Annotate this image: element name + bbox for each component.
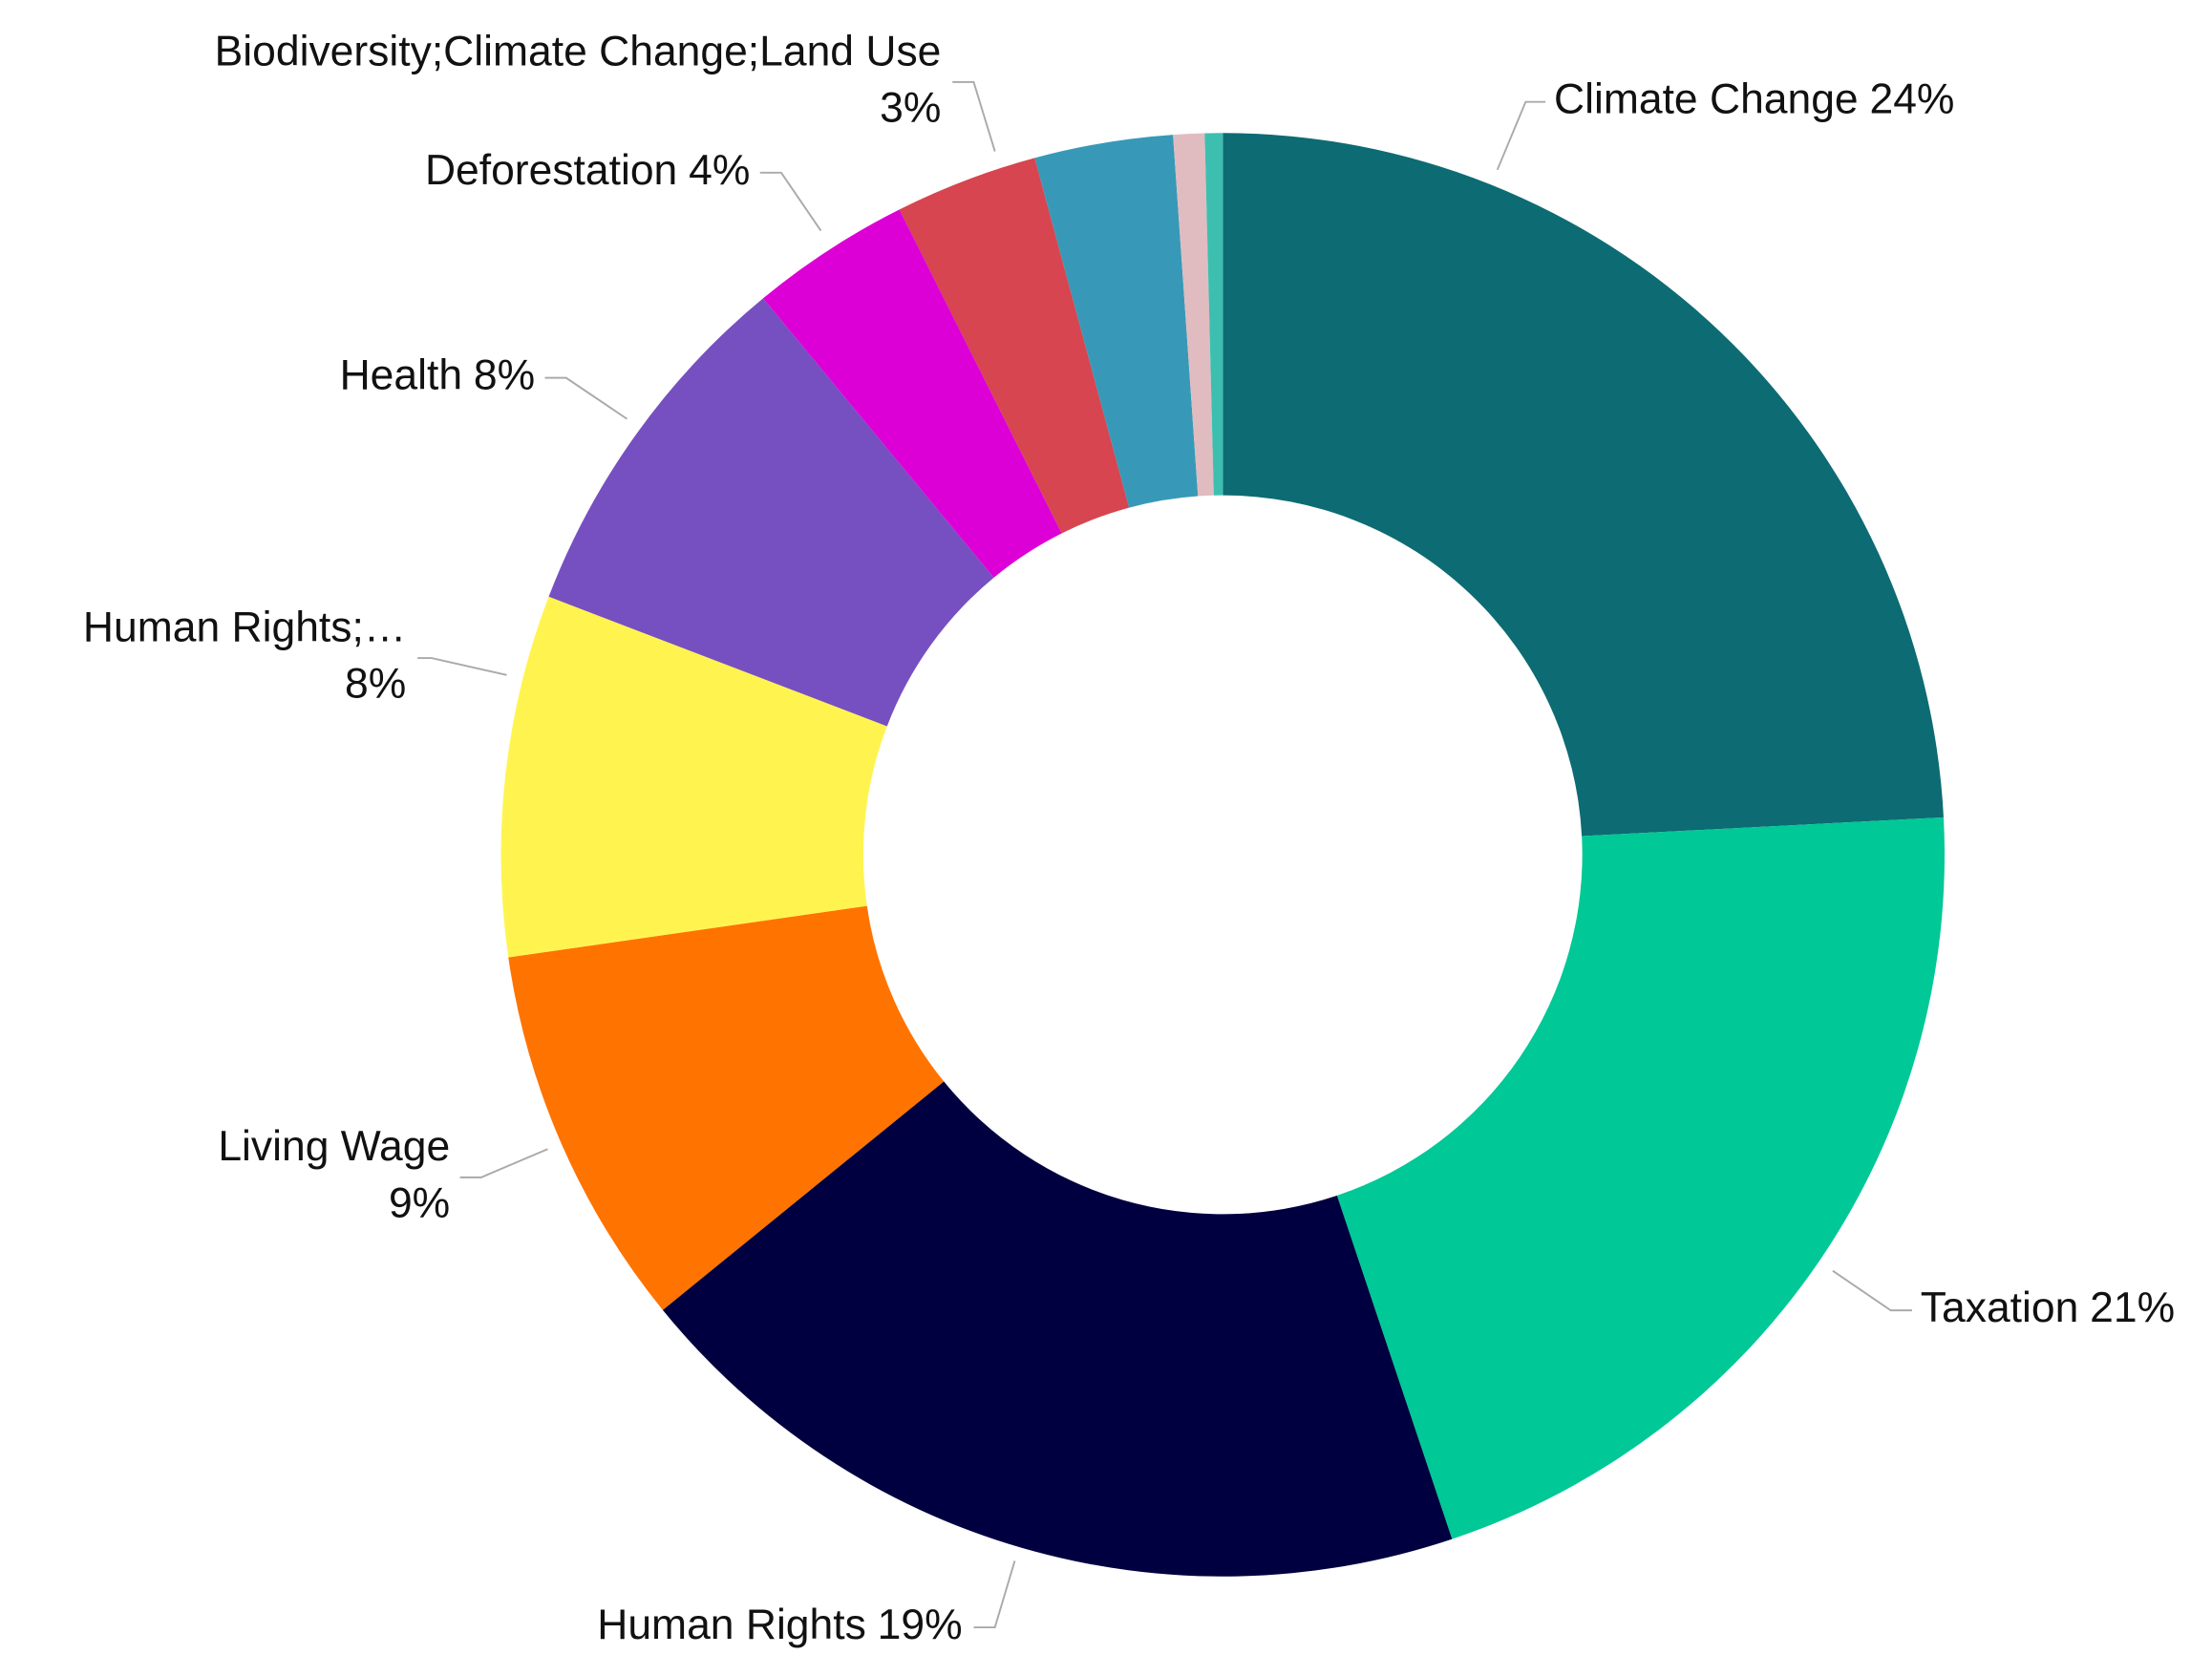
leader-line — [759, 171, 822, 232]
donut-slice — [762, 209, 1062, 578]
category-label: Human Rights — [597, 1602, 866, 1648]
donut-slice — [662, 1081, 1453, 1577]
donut-slice — [1204, 133, 1223, 496]
value-label: 19% — [878, 1602, 963, 1648]
slice-label: Human Rights 19% — [597, 1602, 962, 1648]
value-label: 21% — [2090, 1284, 2175, 1331]
leader-line — [417, 657, 507, 676]
donut-slice — [508, 905, 945, 1310]
leader-line — [973, 1560, 1016, 1629]
donut-slice — [548, 298, 994, 727]
slice-label: Climate Change 24% — [1554, 75, 1954, 122]
donut-slice — [500, 596, 887, 958]
leader-line — [459, 1148, 548, 1178]
slice-label: Human Rights;… 8% — [83, 604, 406, 707]
slice-label: Deforestation 4% — [425, 147, 750, 194]
donut-slice — [1173, 133, 1214, 497]
category-label: Living Wage — [218, 1123, 450, 1170]
leader-line — [1832, 1269, 1912, 1312]
slice-label: Health 8% — [340, 351, 536, 398]
value-label: 24% — [1870, 75, 1955, 122]
slice-label: Living Wage 9% — [218, 1123, 450, 1226]
slice-label: Taxation 21% — [1921, 1284, 2175, 1331]
leader-line — [544, 376, 627, 420]
category-label: Taxation — [1921, 1284, 2079, 1331]
donut-slice — [1034, 135, 1199, 508]
value-label: 4% — [689, 147, 750, 194]
plot-area: Climate Change 24% Taxation 21% Human Rights… — [83, 28, 2175, 1648]
category-label: Deforestation — [425, 147, 677, 194]
donut-slice — [1223, 133, 1944, 837]
donut-slice — [1336, 817, 1945, 1539]
value-label: 8% — [474, 351, 535, 398]
category-label: Biodiversity;Climate Change;Land Use — [215, 28, 942, 74]
leader-line — [952, 80, 996, 152]
category-label: Human Rights;… — [83, 604, 406, 650]
donut-slice — [899, 158, 1130, 534]
category-label: Health — [340, 351, 462, 398]
value-label: 8% — [345, 660, 406, 707]
value-label: 3% — [880, 84, 941, 131]
value-label: 9% — [389, 1179, 450, 1226]
slice-label: Biodiversity;Climate Change;Land Use 3% — [215, 28, 942, 131]
category-label: Climate Change — [1554, 75, 1859, 122]
leader-line — [1496, 100, 1546, 171]
